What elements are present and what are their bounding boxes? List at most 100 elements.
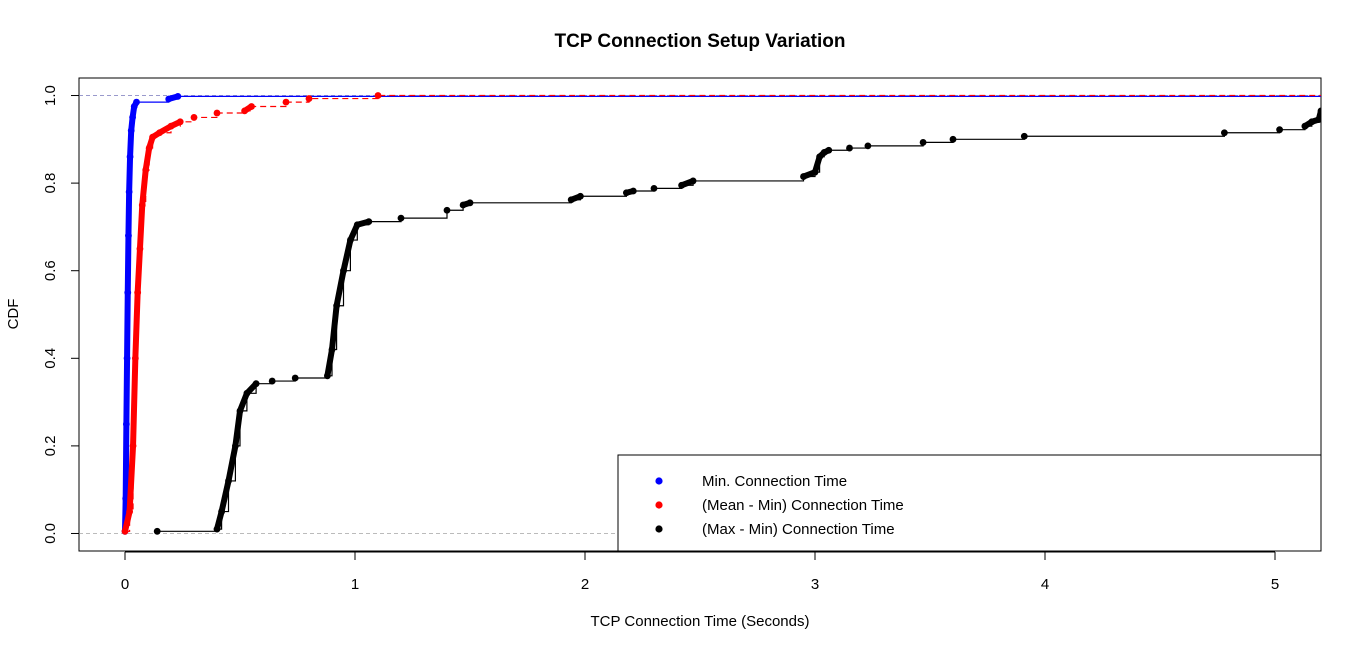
x-tick-label: 1 bbox=[351, 576, 359, 593]
data-point bbox=[124, 289, 132, 297]
data-point bbox=[248, 103, 255, 110]
data-point bbox=[153, 527, 161, 535]
data-point bbox=[125, 232, 132, 240]
series-dense-segment bbox=[225, 442, 239, 484]
series-dense-segment bbox=[122, 420, 130, 502]
x-tick-label: 2 bbox=[581, 576, 589, 593]
data-point bbox=[340, 267, 347, 275]
data-point bbox=[567, 196, 575, 204]
data-point bbox=[1317, 107, 1321, 115]
data-point bbox=[167, 122, 175, 130]
data-point bbox=[241, 107, 249, 115]
legend-marker bbox=[655, 477, 663, 485]
data-point bbox=[174, 92, 182, 100]
data-point bbox=[129, 442, 137, 450]
data-point bbox=[149, 133, 157, 141]
series-dense-segment bbox=[329, 302, 340, 353]
data-point bbox=[243, 389, 251, 397]
data-point bbox=[397, 214, 405, 222]
x-tick-label: 5 bbox=[1271, 576, 1279, 593]
series-dense-segment bbox=[142, 145, 153, 173]
data-point bbox=[328, 346, 336, 353]
y-tick-label: 1.0 bbox=[42, 85, 59, 106]
data-point bbox=[136, 245, 144, 253]
series-dense-segment bbox=[126, 442, 137, 515]
data-point bbox=[577, 192, 584, 200]
data-point bbox=[811, 168, 819, 176]
data-point bbox=[134, 289, 142, 297]
y-tick-label: 0.2 bbox=[42, 435, 59, 456]
legend-marker bbox=[655, 501, 663, 509]
series-dense-segment bbox=[324, 346, 335, 379]
series-dense-segment bbox=[132, 289, 141, 362]
data-point bbox=[232, 442, 239, 450]
x-axis: 0 1 2 3 4 5 bbox=[121, 551, 1279, 593]
y-axis: 0.0 0.2 0.4 0.6 0.8 1.0 bbox=[42, 85, 80, 544]
data-point bbox=[443, 206, 451, 214]
data-point bbox=[689, 177, 697, 185]
data-point bbox=[121, 527, 129, 535]
x-tick-label: 4 bbox=[1041, 576, 1049, 593]
data-point bbox=[1020, 132, 1028, 140]
series-2 bbox=[153, 107, 1321, 535]
y-tick-label: 0.8 bbox=[42, 173, 59, 194]
data-point bbox=[1221, 129, 1228, 137]
x-axis-label: TCP Connection Time (Seconds) bbox=[591, 613, 810, 630]
data-point bbox=[138, 201, 146, 209]
data-point bbox=[816, 153, 823, 161]
data-point bbox=[133, 98, 140, 106]
series-dense-segment bbox=[125, 188, 133, 239]
data-point bbox=[846, 144, 853, 152]
series-dense-segment bbox=[124, 289, 131, 362]
data-point bbox=[176, 118, 184, 126]
series-dense-segment bbox=[136, 202, 146, 252]
series-0 bbox=[121, 92, 1321, 535]
data-point bbox=[236, 407, 244, 415]
data-point bbox=[225, 477, 232, 485]
legend-label: (Max - Min) Connection Time bbox=[702, 521, 895, 538]
data-point bbox=[623, 189, 630, 197]
legend-label: (Mean - Min) Connection Time bbox=[702, 497, 904, 514]
data-point bbox=[282, 98, 290, 106]
data-point bbox=[252, 380, 260, 388]
chart-title: TCP Connection Setup Variation bbox=[554, 31, 845, 52]
legend-label: Min. Connection Time bbox=[702, 473, 847, 490]
series-dense-segment bbox=[130, 355, 139, 449]
data-point bbox=[125, 188, 133, 196]
legend-box bbox=[617, 454, 1322, 552]
series-dense-segment bbox=[123, 355, 131, 427]
data-point bbox=[629, 187, 637, 195]
data-point bbox=[213, 525, 221, 533]
data-point bbox=[800, 173, 807, 180]
data-point bbox=[218, 508, 226, 515]
data-point bbox=[127, 127, 135, 134]
data-point bbox=[324, 372, 331, 380]
data-point bbox=[145, 144, 153, 152]
data-point bbox=[126, 153, 134, 161]
data-point bbox=[864, 142, 872, 150]
data-point bbox=[459, 201, 467, 209]
series-dense-segment bbox=[127, 127, 135, 160]
data-point bbox=[825, 146, 833, 154]
series-dense-segment bbox=[134, 245, 143, 296]
data-point bbox=[949, 135, 957, 143]
data-point bbox=[123, 354, 131, 362]
series-dense-segment bbox=[218, 477, 232, 515]
series-layer bbox=[121, 92, 1321, 535]
data-point bbox=[131, 354, 139, 362]
data-point bbox=[1276, 126, 1283, 134]
legend: Min. Connection Time (Mean - Min) Connect… bbox=[617, 454, 1322, 552]
data-point bbox=[142, 166, 150, 174]
data-point bbox=[291, 374, 299, 382]
data-point bbox=[129, 114, 136, 121]
data-point bbox=[122, 420, 130, 428]
series-dense-segment bbox=[333, 267, 347, 309]
x-tick-label: 3 bbox=[811, 576, 819, 593]
y-tick-label: 0.4 bbox=[42, 348, 59, 369]
data-point bbox=[919, 138, 927, 146]
data-point bbox=[126, 508, 133, 515]
data-point bbox=[347, 236, 354, 244]
data-point bbox=[156, 129, 163, 137]
series-1 bbox=[121, 92, 1321, 535]
